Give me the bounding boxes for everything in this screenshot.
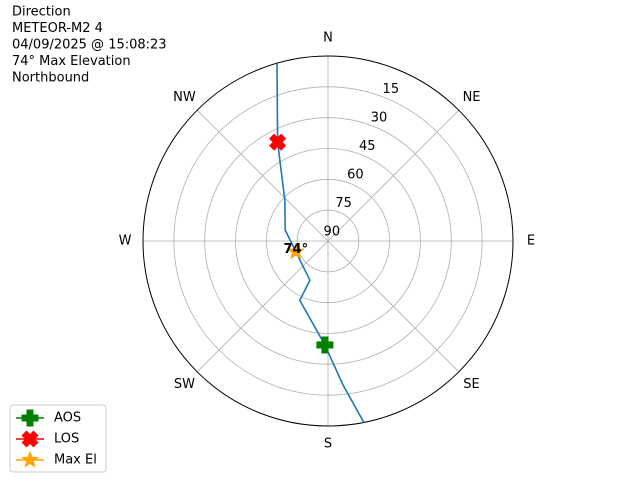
legend-box [9, 404, 107, 473]
point-marker [286, 242, 305, 260]
y-tick-label: 90 [324, 224, 341, 239]
legend-marker [21, 430, 39, 448]
legend-marker [21, 409, 39, 427]
point-marker [269, 133, 287, 151]
title-line: 04/09/2025 @ 15:08:23 [12, 38, 167, 53]
grid-spoke [196, 109, 329, 242]
title-line: 74° Max Elevation [12, 54, 131, 69]
x-tick-label: E [527, 234, 535, 249]
x-tick-label: N [323, 31, 333, 46]
point-marker [316, 336, 334, 354]
title-line: METEOR-M2 4 [12, 21, 103, 36]
x-tick-label: W [119, 234, 132, 249]
y-tick-label: 60 [347, 167, 364, 182]
grid-spoke [196, 240, 329, 373]
y-tick-label: 45 [359, 139, 376, 154]
x-tick-label: S [324, 437, 332, 452]
y-tick-label: 75 [335, 196, 352, 211]
grid-spoke [327, 240, 460, 373]
track-line [276, 63, 365, 423]
legend-label: AOS [54, 411, 81, 426]
title-line: Direction [12, 5, 71, 20]
x-tick-label: NW [173, 90, 196, 105]
legend-label: Max El [54, 453, 97, 468]
title-line: Northbound [12, 71, 89, 86]
legend-label: LOS [54, 432, 79, 447]
legend-marker [21, 450, 39, 468]
grid-spoke [327, 109, 460, 242]
annotation: 74° [284, 242, 309, 257]
y-tick-label: 15 [383, 82, 400, 97]
x-tick-label: NE [463, 90, 481, 105]
x-tick-label: SW [174, 377, 195, 392]
x-tick-label: SE [463, 377, 479, 392]
polar-frame [142, 55, 514, 427]
y-tick-label: 30 [371, 110, 388, 125]
